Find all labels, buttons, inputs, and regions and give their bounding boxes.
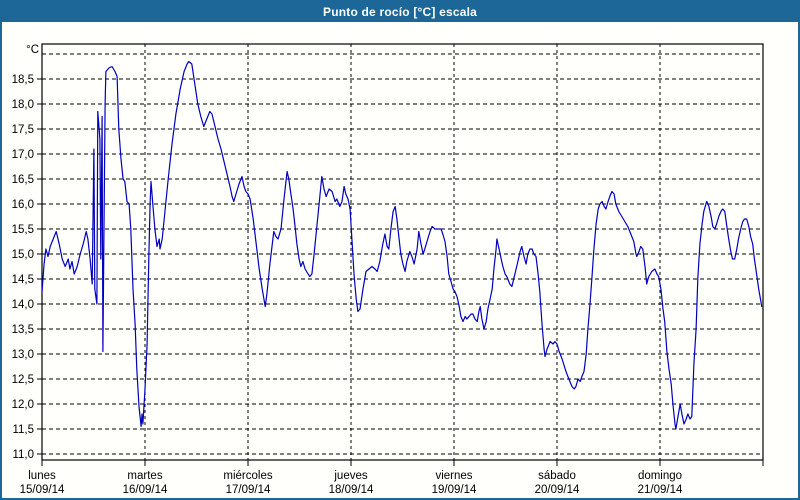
y-tick-label: 18,5 (12, 74, 34, 86)
y-axis-labels: °C 18,5 18,0 17,5 17,0 16,5 16,0 15,5 15,0 14,5 14… (12, 44, 42, 461)
x-day-label: miércoles (223, 470, 272, 482)
x-day-label: jueves (333, 470, 367, 482)
x-date-label: 17/09/14 (226, 484, 271, 496)
page-title: Punto de rocío [°C] escala (322, 5, 478, 19)
x-date-label: 15/09/14 (20, 484, 65, 496)
x-date-label: 16/09/14 (123, 484, 168, 496)
y-tick-label: 11,5 (12, 424, 34, 436)
y-tick-label: 17,5 (12, 124, 34, 136)
y-tick-label: 18,0 (12, 99, 34, 111)
y-tick-label: 16,0 (12, 199, 34, 211)
x-day-label: martes (127, 470, 162, 482)
y-tick-label: 17,0 (12, 149, 34, 161)
y-tick-label: 16,5 (12, 174, 34, 186)
x-date-label: 19/09/14 (432, 484, 477, 496)
h-gridlines (42, 53, 763, 455)
y-tick-label: 11,0 (12, 449, 34, 461)
y-tick-label: 15,5 (12, 224, 34, 236)
x-day-label: domingo (638, 470, 682, 482)
y-tick-label: 12,0 (12, 399, 34, 411)
x-day-label: lunes (28, 470, 56, 482)
x-date-label: 21/09/14 (638, 484, 683, 496)
x-date-label: 20/09/14 (535, 484, 580, 496)
y-tick-label: 12,5 (12, 374, 34, 386)
y-axis-unit-label: °C (26, 44, 39, 56)
chart-area: °C 18,5 18,0 17,5 17,0 16,5 16,0 15,5 15,0 14,5 14… (2, 22, 798, 498)
series-line (41, 60, 763, 430)
y-tick-label: 15,0 (12, 249, 34, 261)
y-tick-label: 13,0 (12, 349, 34, 361)
x-date-label: 18/09/14 (329, 484, 374, 496)
y-tick-label: 13,5 (12, 324, 34, 336)
y-tick-label: 14,5 (12, 274, 34, 286)
x-axis-labels: lunes 15/09/14 martes 16/09/14 miércoles 17/0… (20, 460, 764, 496)
plot-border (41, 43, 764, 461)
dew-point-chart: °C 18,5 18,0 17,5 17,0 16,5 16,0 15,5 15,0 14,5 14… (2, 22, 798, 498)
y-tick-label: 14,0 (12, 299, 34, 311)
x-day-label: viernes (435, 470, 472, 482)
x-day-label: sábado (538, 470, 576, 482)
title-bar: Punto de rocío [°C] escala (2, 2, 798, 22)
